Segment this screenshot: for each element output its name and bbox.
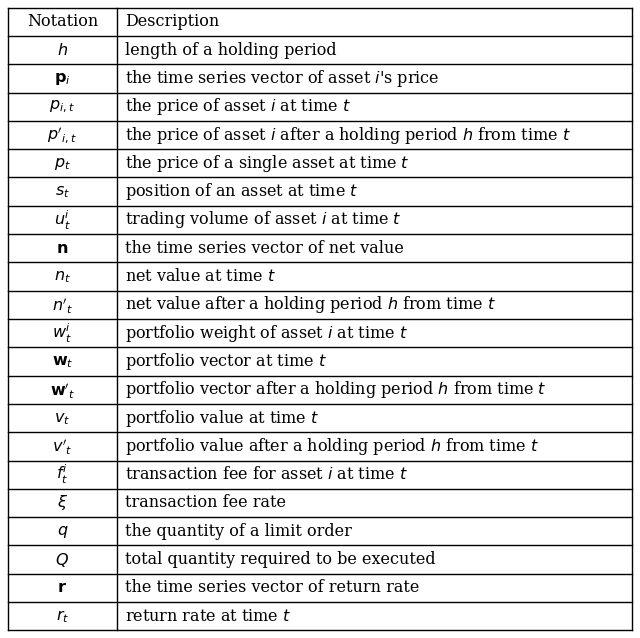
Text: $p_t$: $p_t$ [54,155,71,172]
Text: $n_t$: $n_t$ [54,268,71,285]
Text: portfolio value after a holding period $h$ from time $t$: portfolio value after a holding period $… [125,436,539,457]
Text: Description: Description [125,13,219,31]
Text: $n'_t$: $n'_t$ [52,295,73,315]
Text: return rate at time $t$: return rate at time $t$ [125,607,291,625]
Text: the time series vector of asset $i$'s price: the time series vector of asset $i$'s pr… [125,68,439,89]
Text: $\mathbf{p}_i$: $\mathbf{p}_i$ [54,70,70,87]
Text: $p_{i,t}$: $p_{i,t}$ [49,98,76,115]
Text: portfolio vector at time $t$: portfolio vector at time $t$ [125,351,326,372]
Text: $\mathbf{w}_t$: $\mathbf{w}_t$ [51,353,73,370]
Text: the price of a single asset at time $t$: the price of a single asset at time $t$ [125,153,410,174]
Text: the time series vector of net value: the time series vector of net value [125,240,404,256]
Text: $v_t$: $v_t$ [54,410,70,427]
Text: $p'_{i,t}$: $p'_{i,t}$ [47,124,77,145]
Text: the price of asset $i$ at time $t$: the price of asset $i$ at time $t$ [125,96,351,117]
Text: the time series vector of return rate: the time series vector of return rate [125,579,419,597]
Text: $s_t$: $s_t$ [55,183,70,200]
Text: $w^i_t$: $w^i_t$ [52,322,72,345]
Text: total quantity required to be executed: total quantity required to be executed [125,551,435,568]
Text: $\mathbf{w}'_t$: $\mathbf{w}'_t$ [50,380,75,400]
Text: transaction fee rate: transaction fee rate [125,494,285,512]
Text: transaction fee for asset $i$ at time $t$: transaction fee for asset $i$ at time $t… [125,466,408,483]
Text: trading volume of asset $i$ at time $t$: trading volume of asset $i$ at time $t$ [125,209,401,230]
Text: length of a holding period: length of a holding period [125,41,336,59]
Text: $q$: $q$ [56,523,68,540]
Text: $\xi$: $\xi$ [57,493,68,512]
Text: $\mathbf{n}$: $\mathbf{n}$ [56,240,68,256]
Text: $r_t$: $r_t$ [56,607,69,625]
Text: net value after a holding period $h$ from time $t$: net value after a holding period $h$ fro… [125,294,495,315]
Text: $Q$: $Q$ [55,551,69,568]
Text: net value at time $t$: net value at time $t$ [125,268,276,285]
Text: $\mathbf{r}$: $\mathbf{r}$ [58,579,67,597]
Text: $h$: $h$ [57,41,68,59]
Text: the price of asset $i$ after a holding period $h$ from time $t$: the price of asset $i$ after a holding p… [125,124,570,145]
Text: position of an asset at time $t$: position of an asset at time $t$ [125,181,358,202]
Text: the quantity of a limit order: the quantity of a limit order [125,523,351,540]
Text: portfolio vector after a holding period $h$ from time $t$: portfolio vector after a holding period … [125,379,547,400]
Text: portfolio value at time $t$: portfolio value at time $t$ [125,408,319,429]
Text: portfolio weight of asset $i$ at time $t$: portfolio weight of asset $i$ at time $t… [125,323,408,344]
Text: $u^i_t$: $u^i_t$ [54,209,71,232]
Text: $f^i_t$: $f^i_t$ [56,463,68,486]
Text: $v'_t$: $v'_t$ [52,436,72,456]
Text: Notation: Notation [27,13,98,31]
